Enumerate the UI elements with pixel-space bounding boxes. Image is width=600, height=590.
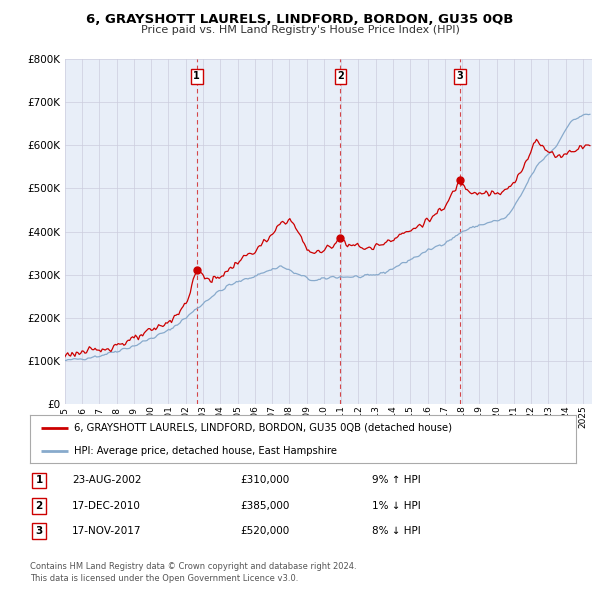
Text: 2: 2 <box>337 71 344 81</box>
Text: 17-DEC-2010: 17-DEC-2010 <box>72 501 141 511</box>
Text: 9% ↑ HPI: 9% ↑ HPI <box>372 476 421 486</box>
Text: 1% ↓ HPI: 1% ↓ HPI <box>372 501 421 511</box>
Text: 8% ↓ HPI: 8% ↓ HPI <box>372 526 421 536</box>
Text: £310,000: £310,000 <box>240 476 289 486</box>
Text: 2: 2 <box>35 501 43 511</box>
Text: 17-NOV-2017: 17-NOV-2017 <box>72 526 142 536</box>
Text: 1: 1 <box>35 476 43 486</box>
Text: 3: 3 <box>457 71 463 81</box>
Text: 3: 3 <box>35 526 43 536</box>
Text: Price paid vs. HM Land Registry's House Price Index (HPI): Price paid vs. HM Land Registry's House … <box>140 25 460 35</box>
Text: 6, GRAYSHOTT LAURELS, LINDFORD, BORDON, GU35 0QB: 6, GRAYSHOTT LAURELS, LINDFORD, BORDON, … <box>86 13 514 26</box>
Text: 23-AUG-2002: 23-AUG-2002 <box>72 476 142 486</box>
Text: 1: 1 <box>193 71 200 81</box>
Text: £520,000: £520,000 <box>240 526 289 536</box>
Text: 6, GRAYSHOTT LAURELS, LINDFORD, BORDON, GU35 0QB (detached house): 6, GRAYSHOTT LAURELS, LINDFORD, BORDON, … <box>74 423 452 433</box>
Text: £385,000: £385,000 <box>240 501 289 511</box>
Text: Contains HM Land Registry data © Crown copyright and database right 2024.
This d: Contains HM Land Registry data © Crown c… <box>30 562 356 583</box>
Text: HPI: Average price, detached house, East Hampshire: HPI: Average price, detached house, East… <box>74 446 337 456</box>
